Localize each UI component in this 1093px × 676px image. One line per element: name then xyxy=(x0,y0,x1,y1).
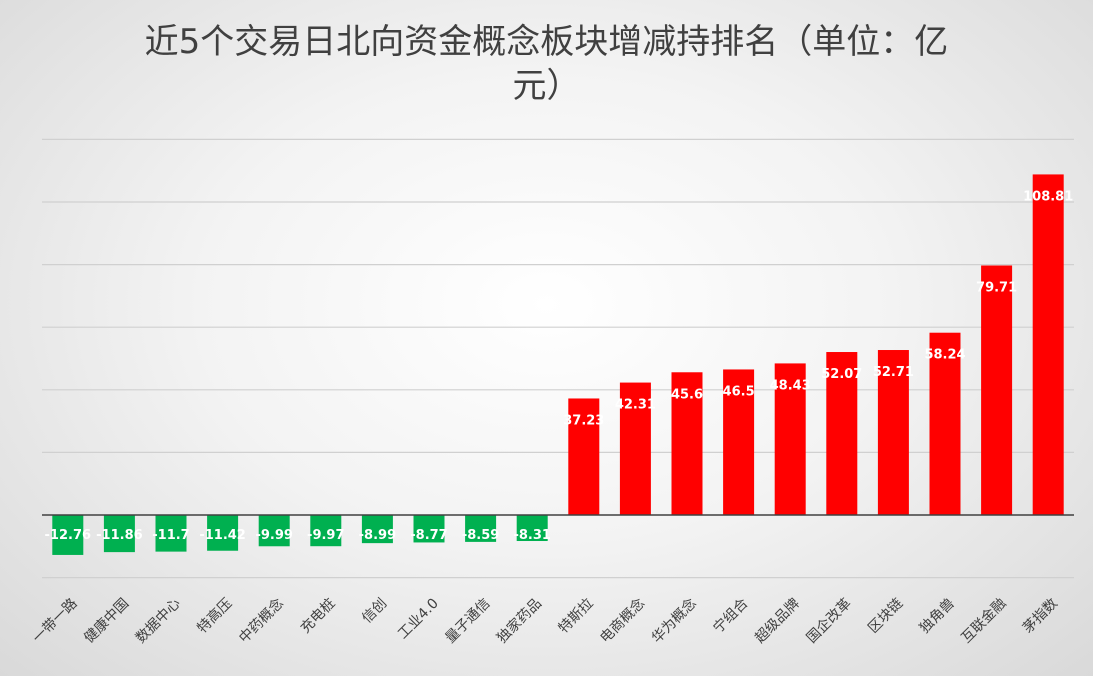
category-tick-label: 华为概念 xyxy=(648,595,700,647)
data-label: 108.81 xyxy=(1023,189,1073,204)
category-tick-label: 特斯拉 xyxy=(556,596,597,637)
category-tick-label: 工业4.0 xyxy=(395,596,442,643)
category-tick-label: 充电桩 xyxy=(297,595,339,637)
bar xyxy=(361,515,393,544)
data-label: -12.76 xyxy=(45,528,92,543)
category-tick-label: 超级品牌 xyxy=(751,595,803,647)
data-label: 52.71 xyxy=(873,365,914,380)
bar xyxy=(723,369,755,515)
chart-title: 近5个交易日北向资金概念板块增减持排名（单位：亿 元） xyxy=(0,20,1093,108)
bar xyxy=(52,515,84,555)
data-label: 58.24 xyxy=(924,348,965,363)
data-label: -11.7 xyxy=(152,528,189,543)
bar xyxy=(207,515,239,551)
data-label: -8.99 xyxy=(359,528,396,543)
category-tick-label: 量子通信 xyxy=(443,596,494,647)
bar xyxy=(826,352,858,515)
bar xyxy=(929,332,961,515)
category-tick-label: 国企改革 xyxy=(803,595,855,647)
data-label: 46.5 xyxy=(723,384,755,399)
data-label: -11.86 xyxy=(96,528,143,543)
data-label: -8.77 xyxy=(410,528,447,543)
category-tick-label: 互联金融 xyxy=(959,596,1010,647)
bar xyxy=(516,515,548,542)
data-label: 52.07 xyxy=(821,367,862,382)
category-tick-label: 独家药品 xyxy=(493,595,545,647)
category-tick-label: 电商概念 xyxy=(597,595,649,647)
bar xyxy=(258,515,290,547)
bar xyxy=(155,515,187,552)
bar xyxy=(103,515,135,553)
bar xyxy=(413,515,445,543)
data-label: -9.97 xyxy=(307,528,344,543)
bar xyxy=(465,515,497,542)
chart-title-line-1: 近5个交易日北向资金概念板块增减持排名（单位：亿 xyxy=(144,22,949,62)
bar xyxy=(981,265,1013,515)
bar xyxy=(671,372,703,515)
data-label: -11.42 xyxy=(199,528,246,543)
data-label: -9.99 xyxy=(255,528,292,543)
category-tick-label: 中药概念 xyxy=(235,595,287,647)
data-label: -8.59 xyxy=(462,528,499,543)
category-tick-label: 宁组合 xyxy=(710,595,752,637)
category-tick-label: 独角兽 xyxy=(917,596,958,637)
data-label: 79.71 xyxy=(976,281,1017,296)
category-tick-label: 特高压 xyxy=(194,595,236,637)
bar xyxy=(619,382,651,515)
category-tick-label: 信创 xyxy=(359,596,390,627)
category-tick-label: 茅指数 xyxy=(1020,596,1061,637)
chart-title-line-2: 元） xyxy=(512,66,581,106)
data-label: 42.31 xyxy=(615,398,656,413)
category-tick-label: 一带一路 xyxy=(30,596,81,647)
data-label: 37.23 xyxy=(563,413,604,428)
category-tick-label: 区块链 xyxy=(865,596,906,637)
bar xyxy=(310,515,342,547)
bar xyxy=(1032,174,1064,516)
category-tick-label: 健康中国 xyxy=(81,595,133,647)
bar xyxy=(877,350,909,515)
category-tick-label: 数据中心 xyxy=(133,596,184,647)
data-label: 45.6 xyxy=(671,387,703,402)
bar xyxy=(568,398,600,515)
data-label: -8.31 xyxy=(513,528,550,543)
bar xyxy=(774,363,806,515)
data-label: 48.43 xyxy=(770,378,811,393)
